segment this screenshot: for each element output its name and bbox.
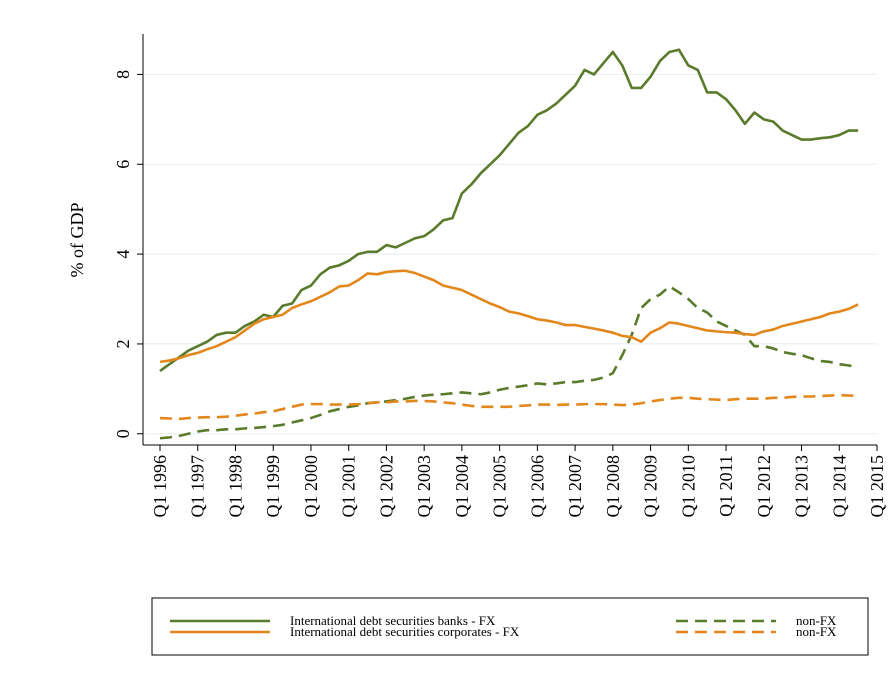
x-tick-label: Q1 2001 [339, 455, 359, 518]
x-tick-label: Q1 1997 [188, 455, 208, 518]
x-tick-label: Q1 2008 [603, 455, 623, 518]
x-tick-label: Q1 2011 [716, 455, 736, 517]
x-tick-label: Q1 2000 [301, 455, 321, 518]
y-tick-label: 0 [113, 429, 133, 438]
legend-label: non-FX [796, 613, 837, 628]
legend-label: International debt securities banks - FX [290, 613, 496, 628]
y-tick-label: 2 [113, 339, 133, 348]
legend-box [151, 597, 869, 656]
x-tick-label: Q1 1996 [150, 455, 170, 518]
y-tick-label: 8 [113, 70, 133, 79]
x-tick-label: Q1 1999 [263, 455, 283, 518]
series-line [159, 393, 859, 421]
x-tick-label: Q1 2009 [641, 455, 661, 518]
y-tick-label: 4 [113, 250, 133, 259]
series-line [159, 48, 859, 372]
x-tick-label: Q1 2015 [867, 455, 887, 518]
x-tick-label: Q1 2012 [754, 455, 774, 518]
x-tick-label: Q1 2003 [414, 455, 434, 518]
series-line [159, 269, 859, 364]
x-tick-label: Q1 2014 [829, 455, 849, 518]
y-axis-label: % of GDP [67, 203, 87, 278]
x-tick-label: Q1 2006 [527, 455, 547, 518]
legend-label: International debt securities corporates… [290, 624, 520, 639]
x-tick-label: Q1 2007 [565, 455, 585, 518]
x-tick-label: Q1 2004 [452, 455, 472, 518]
x-tick-label: Q1 2013 [792, 455, 812, 518]
x-tick-label: Q1 2010 [678, 455, 698, 518]
x-tick-label: Q1 2005 [490, 455, 510, 518]
legend-label: non-FX [796, 624, 837, 639]
x-tick-label: Q1 1998 [225, 455, 245, 518]
y-tick-label: 6 [113, 160, 133, 169]
x-tick-label: Q1 2002 [376, 455, 396, 518]
